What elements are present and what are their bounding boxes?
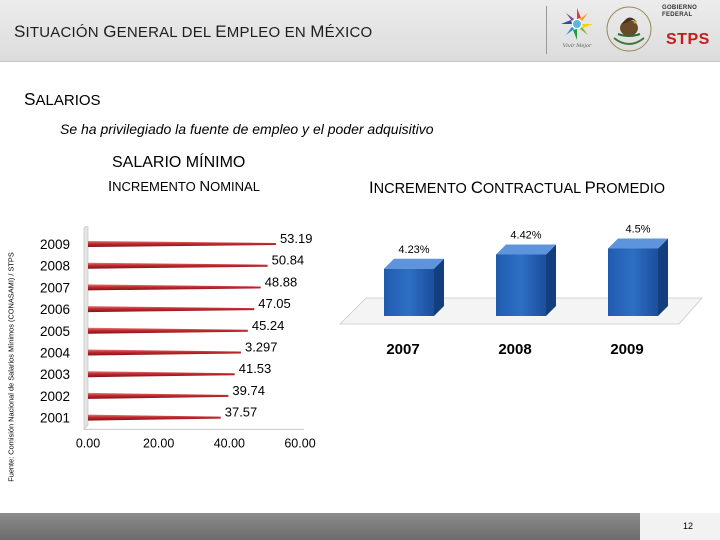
data-label: 45.24 [252,318,285,333]
bar [88,262,268,269]
logo-divider [546,6,547,54]
slide-subtitle: Se ha privilegiado la fuente de empleo y… [60,121,434,137]
data-label: 4.23% [398,244,429,256]
data-label: 37.57 [225,405,258,420]
bar [88,306,255,313]
bar [496,254,546,316]
data-label: 41.53 [239,361,272,376]
bar-side [434,258,444,316]
header-bar: SITUACIÓN GENERAL DEL EMPLEO EN MÉXICO V… [0,0,720,62]
bar [88,371,235,378]
bar [88,284,261,291]
bar-side [546,244,556,316]
data-label: 47.05 [258,296,291,311]
data-label: 39.74 [232,383,265,398]
category-label: 2008 [40,259,70,274]
bar-top [384,258,444,269]
category-label: 2002 [40,389,70,404]
category-label: 2005 [40,324,70,339]
category-label: 2001 [40,411,70,426]
data-label: 3.297 [245,340,278,355]
axis-wall [83,226,89,431]
bar [88,414,221,421]
page-number: 12 [682,521,693,531]
data-label: 4.5% [625,224,650,236]
salario-minimo-title: SALARIO MÍNIMO [112,154,246,171]
category-label: 2007 [40,280,70,295]
mexico-coat-of-arms-icon [606,6,652,52]
category-label: 2009 [40,237,70,252]
incremento-contractual-bar-chart: 4.23% 2007 4.42% 2008 4.5% 2009 [339,224,703,358]
category-label: 2006 [40,302,70,317]
vivir-mejor-caption: Vivir Mejor [562,43,592,49]
bar [608,248,658,316]
bar-side [658,238,668,316]
category-label: 2003 [40,367,70,382]
source-note: Fuente: Comisión Nacional de Salarios Mí… [6,252,16,482]
bar [88,349,241,356]
bar-top [608,238,668,249]
category-label: 2008 [498,341,531,358]
category-label: 2009 [610,341,643,358]
bar-top [496,244,556,255]
x-tick-label: 40.00 [214,436,245,450]
data-label: 48.88 [265,274,298,289]
x-tick-label: 20.00 [143,436,174,450]
data-label: 53.19 [280,231,313,246]
incremento-contractual-title: INCREMENTO CONTRACTUAL PROMEDIO [369,178,666,197]
data-label: 4.42% [510,230,541,242]
category-label: 2004 [40,346,71,361]
category-label: 2007 [386,341,419,358]
slide-header-title: SITUACIÓN GENERAL DEL EMPLEO EN MÉXICO [14,22,373,41]
footer-bar: 12 [0,513,720,540]
vivir-mejor-logo-icon [561,8,593,40]
bar [88,392,229,399]
bar [88,327,248,334]
section-title: SALARIOS [24,89,101,109]
page-number-box: 12 [640,513,720,540]
incremento-nominal-title: INCREMENTO NOMINAL [108,178,260,195]
x-tick-label: 0.00 [76,436,100,450]
bar [384,268,434,316]
gobierno-federal-label: GOBIERNO FEDERAL [662,5,698,18]
x-tick-label: 60.00 [284,436,315,450]
stps-logo: STPS [666,31,710,48]
data-label: 50.84 [272,253,305,268]
bar [88,241,276,247]
salario-minimo-bar-chart: 2009 53.19 2008 50.84 2007 48.88 2006 47.05 2005… [40,226,316,450]
